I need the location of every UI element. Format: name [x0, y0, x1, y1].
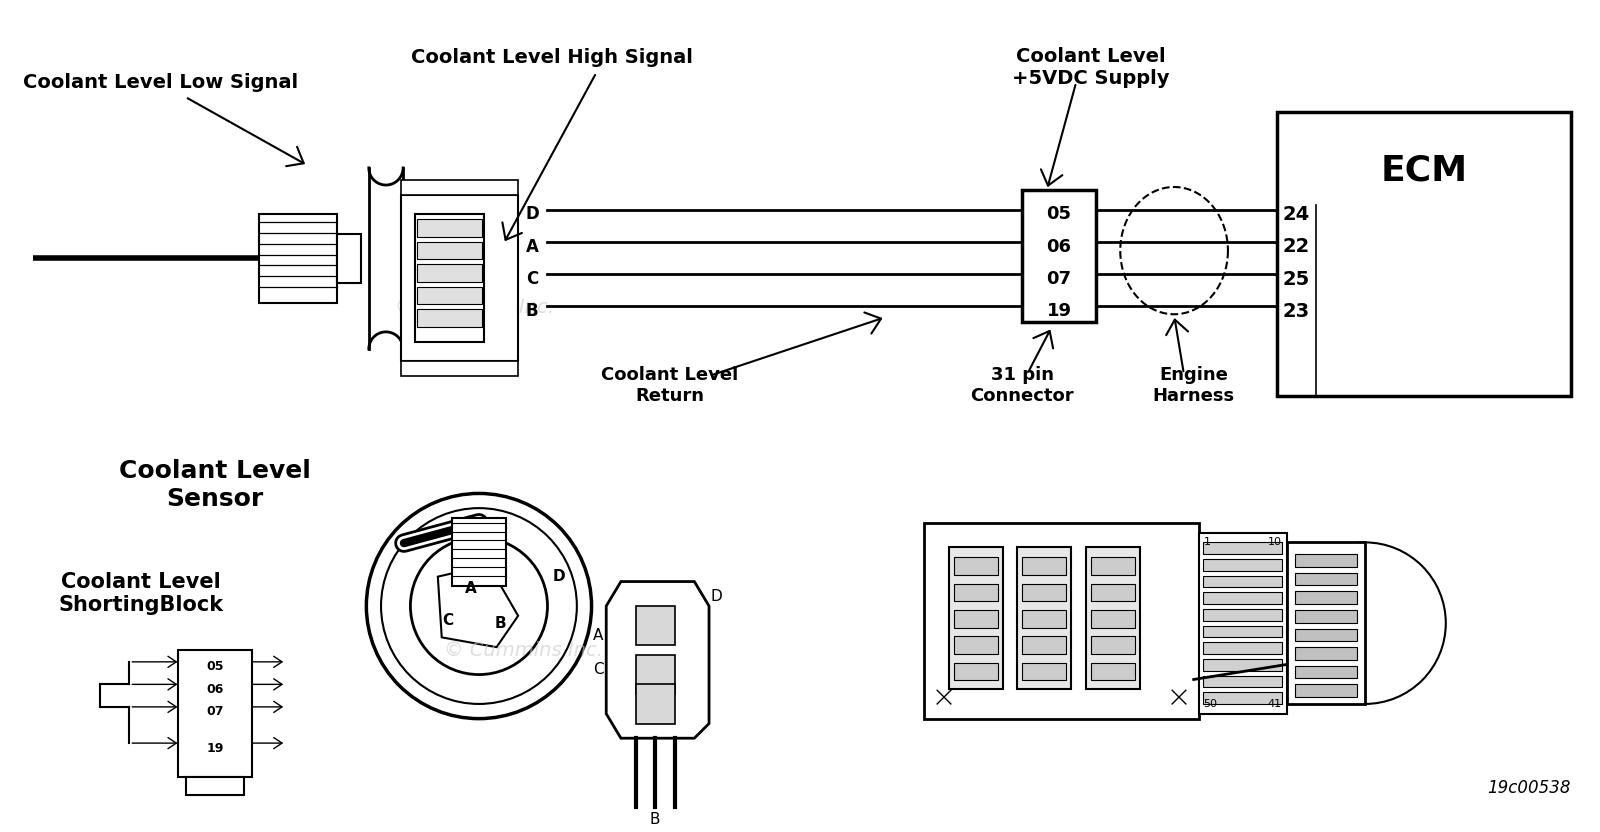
Bar — [1022, 583, 1066, 602]
Bar — [1203, 676, 1282, 687]
Bar — [1277, 111, 1571, 395]
Bar — [635, 685, 675, 724]
Bar — [418, 220, 482, 237]
Bar — [1294, 628, 1357, 641]
Text: B: B — [526, 302, 539, 320]
Bar — [1022, 190, 1096, 322]
Text: 1: 1 — [1203, 537, 1211, 547]
Bar — [1294, 592, 1357, 604]
Text: 05: 05 — [206, 661, 224, 673]
Bar — [635, 655, 675, 694]
Bar — [1203, 626, 1282, 637]
Bar — [1086, 547, 1139, 689]
Bar — [1203, 609, 1282, 621]
Text: 50: 50 — [1203, 699, 1218, 709]
Text: Coolant Level
Sensor: Coolant Level Sensor — [118, 459, 310, 511]
Bar — [954, 610, 998, 627]
Bar — [1294, 666, 1357, 678]
Text: B: B — [650, 812, 661, 827]
Bar — [418, 242, 482, 260]
Text: 10: 10 — [1267, 537, 1282, 547]
Bar — [338, 234, 362, 283]
Text: Coolant Level High Signal: Coolant Level High Signal — [411, 48, 693, 67]
Bar — [954, 636, 998, 654]
Text: 07: 07 — [1046, 270, 1072, 288]
Bar — [1022, 610, 1066, 627]
Bar — [1203, 542, 1282, 554]
Text: Coolant Level
Return: Coolant Level Return — [602, 366, 739, 405]
Text: 23: 23 — [1283, 302, 1310, 321]
Text: Coolant Level
ShortingBlock: Coolant Level ShortingBlock — [59, 572, 224, 615]
Bar — [178, 650, 251, 777]
Bar — [1203, 642, 1282, 654]
Text: 31 pin
Connector: 31 pin Connector — [971, 366, 1074, 405]
Bar — [451, 518, 506, 587]
Text: 22: 22 — [1283, 237, 1310, 256]
Bar — [418, 287, 482, 305]
Bar — [954, 557, 998, 575]
Bar — [1294, 554, 1357, 567]
Text: D: D — [526, 206, 539, 224]
Text: C: C — [592, 662, 603, 677]
Text: A: A — [526, 238, 539, 255]
Bar — [1294, 610, 1357, 622]
Bar — [1091, 636, 1134, 654]
Bar — [1022, 557, 1066, 575]
Bar — [1294, 572, 1357, 586]
Bar — [1286, 542, 1365, 704]
Bar — [949, 547, 1003, 689]
Text: 25: 25 — [1283, 270, 1310, 289]
Bar — [1091, 663, 1134, 681]
Text: A: A — [466, 581, 477, 596]
Text: B: B — [494, 617, 506, 631]
Bar — [1203, 576, 1282, 587]
Bar — [400, 361, 518, 376]
Text: Coolant Level Low Signal: Coolant Level Low Signal — [22, 72, 298, 92]
Bar — [1294, 685, 1357, 697]
Bar — [400, 195, 518, 361]
Bar — [1022, 636, 1066, 654]
Bar — [1203, 659, 1282, 671]
Bar — [1198, 532, 1286, 714]
Text: ECM: ECM — [1381, 153, 1467, 187]
Text: 41: 41 — [1267, 699, 1282, 709]
Text: 19: 19 — [1046, 302, 1072, 320]
Text: © Cummins Inc.: © Cummins Inc. — [395, 298, 554, 317]
Bar — [1018, 547, 1072, 689]
Bar — [1091, 610, 1134, 627]
Text: A: A — [594, 628, 603, 643]
Bar — [1203, 692, 1282, 704]
Bar — [925, 522, 1198, 719]
Text: C: C — [442, 613, 453, 628]
Bar — [418, 310, 482, 327]
Bar — [1091, 583, 1134, 602]
Bar — [954, 663, 998, 681]
Text: D: D — [554, 569, 565, 584]
Text: 05: 05 — [1046, 206, 1072, 224]
Text: 19c00538: 19c00538 — [1486, 779, 1571, 797]
Bar — [186, 777, 243, 795]
Text: C: C — [526, 270, 538, 288]
Bar — [1294, 647, 1357, 660]
Bar — [1203, 559, 1282, 571]
Text: 06: 06 — [1046, 238, 1072, 255]
Text: 07: 07 — [206, 706, 224, 718]
Bar — [418, 265, 482, 282]
Text: 06: 06 — [206, 683, 224, 696]
Bar — [259, 215, 338, 303]
Bar — [416, 215, 483, 342]
Text: Coolant Level
+5VDC Supply: Coolant Level +5VDC Supply — [1013, 47, 1170, 88]
Bar — [954, 583, 998, 602]
Bar — [1022, 663, 1066, 681]
Text: 24: 24 — [1283, 205, 1310, 224]
Bar — [1091, 557, 1134, 575]
Text: © Cummins Inc.: © Cummins Inc. — [443, 641, 603, 660]
Bar — [400, 181, 518, 195]
Text: Engine
Harness: Engine Harness — [1152, 366, 1235, 405]
Bar — [635, 606, 675, 645]
Text: D: D — [710, 589, 723, 604]
Bar — [1203, 592, 1282, 604]
Text: 19: 19 — [206, 741, 224, 755]
